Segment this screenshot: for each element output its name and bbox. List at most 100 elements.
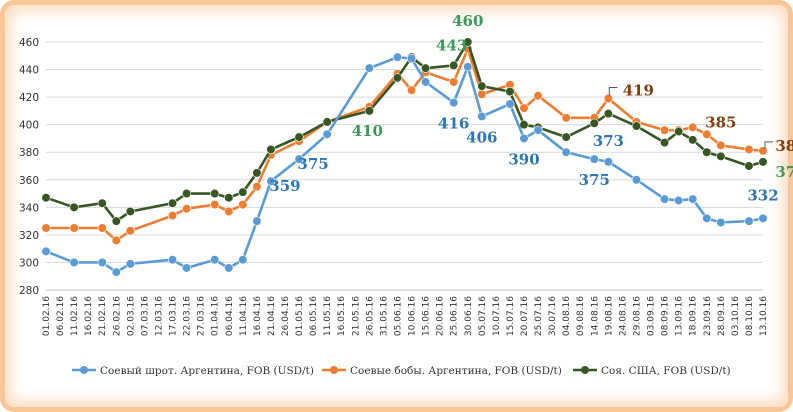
data-point [181, 188, 192, 199]
data-point [252, 216, 262, 226]
x-tick-label: 21.02.16 [98, 296, 108, 336]
data-point [322, 129, 332, 139]
x-tick-label: 28.09.16 [717, 296, 727, 336]
data-point [631, 121, 642, 131]
x-tick-label: 27.03.16 [197, 296, 207, 336]
x-tick-label: 20.06.16 [436, 296, 446, 336]
x-tick-label: 16.04.16 [253, 296, 263, 336]
data-point [702, 213, 712, 223]
data-point [674, 126, 684, 137]
data-point [716, 217, 726, 228]
x-axis: 01.02.16 06.02.16 11.02.16 16.02.16 21.02.16… [42, 289, 769, 336]
data-point [589, 154, 599, 164]
data-point [294, 132, 304, 142]
data-label: 373 [775, 163, 793, 181]
data-point [210, 188, 220, 199]
data-point [406, 85, 417, 95]
data-point [702, 147, 712, 157]
x-tick-label: 25.06.16 [450, 296, 460, 336]
data-point [97, 198, 107, 208]
data-point [449, 60, 459, 71]
data-label: 332 [747, 186, 778, 204]
data-point [519, 103, 529, 113]
data-point [41, 246, 51, 257]
x-tick-label: 26.02.16 [112, 296, 122, 336]
y-tick-label: 460 [19, 37, 39, 49]
data-point [252, 182, 262, 192]
x-tick-label: 31.05.16 [379, 296, 389, 336]
data-point [659, 125, 670, 135]
series-line [45, 55, 764, 274]
y-tick-label: 340 [19, 202, 39, 214]
x-tick-label: 04.08.16 [562, 296, 572, 336]
series-2 [41, 37, 768, 226]
x-tick-label: 15.07.16 [506, 296, 516, 336]
data-label: 460 [452, 12, 483, 30]
data-point [69, 257, 79, 268]
data-point [224, 193, 234, 203]
data-point [674, 195, 684, 206]
data-point [716, 140, 726, 150]
data-point [449, 98, 459, 108]
data-point [125, 206, 135, 217]
x-tick-label: 14.08.16 [590, 296, 600, 336]
data-point [519, 133, 529, 144]
data-point [210, 255, 220, 265]
data-label: 406 [466, 128, 497, 146]
y-tick-label: 360 [19, 175, 39, 187]
x-tick-label: 09.08.16 [576, 296, 586, 336]
legend-item-2: Соя. США, FOB (USD/t) [573, 365, 731, 377]
data-label: 419 [623, 81, 654, 99]
data-point [477, 89, 487, 99]
data-point [364, 106, 374, 116]
x-tick-label: 12.03.16 [154, 296, 164, 336]
x-tick-label: 01.05.16 [295, 296, 305, 336]
data-point [561, 132, 571, 142]
data-point [477, 111, 487, 121]
data-point [463, 62, 473, 72]
data-point [125, 226, 135, 236]
x-tick-label: 05.07.16 [478, 296, 488, 336]
data-label: 375 [579, 171, 610, 189]
data-point [392, 52, 403, 62]
y-tick-label: 280 [19, 285, 39, 297]
x-tick-label: 11.02.16 [70, 296, 80, 336]
x-tick-label: 21.05.16 [351, 296, 361, 336]
data-point [561, 113, 571, 123]
data-label: 385 [705, 113, 736, 131]
data-point [744, 161, 754, 171]
data-point [364, 63, 374, 73]
data-point [224, 206, 234, 217]
data-point [659, 137, 670, 148]
data-point [266, 176, 276, 186]
legend-item-1: Соевые бобы. Аргентина, FOB (USD/t) [322, 365, 562, 377]
data-point [659, 194, 670, 204]
x-tick-label: 06.05.16 [309, 296, 319, 336]
data-point [181, 263, 192, 273]
y-tick-label: 440 [19, 65, 39, 77]
x-tick-label: 18.09.16 [689, 296, 699, 336]
data-point [210, 199, 220, 210]
x-tick-label: 26.05.16 [365, 296, 375, 336]
data-point [463, 37, 473, 47]
data-point [603, 93, 613, 104]
x-tick-label: 16.05.16 [337, 296, 347, 336]
data-point [167, 211, 178, 221]
x-tick-label: 08.10.16 [745, 296, 755, 336]
data-point [238, 187, 248, 197]
x-tick-label: 19.08.16 [604, 296, 614, 336]
data-point [758, 157, 768, 167]
legend: Соевый шрот. Аргентина, FOB (USD/t) Соевы… [72, 365, 731, 377]
data-label: 416 [438, 115, 469, 133]
data-label: 373 [593, 132, 624, 150]
leader-line [608, 86, 618, 96]
data-point [238, 255, 248, 265]
x-tick-label: 08.09.16 [661, 296, 671, 336]
x-tick-label: 23.09.16 [703, 296, 713, 336]
data-point [744, 216, 754, 226]
data-point [167, 255, 178, 265]
y-tick-label: 400 [19, 120, 39, 132]
y-tick-label: 300 [19, 257, 39, 269]
data-point [41, 223, 51, 233]
